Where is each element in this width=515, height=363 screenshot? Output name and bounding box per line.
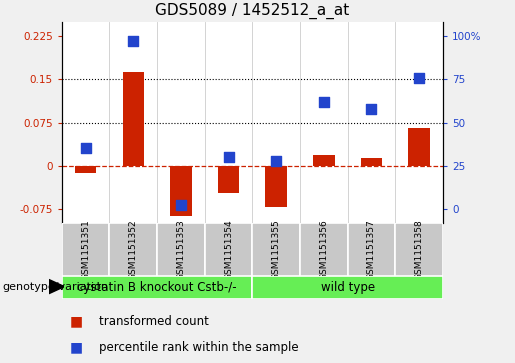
Text: GSM1151351: GSM1151351 — [81, 219, 90, 280]
Bar — [204, 223, 252, 276]
Bar — [313, 155, 335, 166]
Point — [272, 158, 280, 163]
Bar — [300, 223, 348, 276]
Bar — [408, 128, 430, 166]
Text: genotype/variation: genotype/variation — [3, 282, 109, 293]
Text: wild type: wild type — [320, 281, 375, 294]
Point — [177, 203, 185, 208]
Text: GSM1151352: GSM1151352 — [129, 219, 138, 280]
Point — [225, 154, 233, 160]
Text: ■: ■ — [70, 315, 83, 329]
Bar — [109, 223, 157, 276]
Bar — [157, 223, 204, 276]
Bar — [170, 166, 192, 216]
Bar — [348, 223, 395, 276]
Bar — [265, 166, 287, 207]
Bar — [62, 276, 252, 299]
Text: transformed count: transformed count — [99, 315, 209, 328]
Text: GSM1151354: GSM1151354 — [224, 219, 233, 280]
Point — [320, 99, 328, 105]
Bar — [395, 223, 443, 276]
Text: GSM1151353: GSM1151353 — [177, 219, 185, 280]
Text: ■: ■ — [70, 340, 83, 355]
Polygon shape — [49, 280, 64, 294]
Bar — [62, 223, 109, 276]
Text: percentile rank within the sample: percentile rank within the sample — [99, 341, 299, 354]
Point — [81, 146, 90, 151]
Bar — [252, 223, 300, 276]
Text: GSM1151356: GSM1151356 — [319, 219, 328, 280]
Text: GSM1151358: GSM1151358 — [415, 219, 423, 280]
Point — [367, 106, 375, 111]
Text: cystatin B knockout Cstb-/-: cystatin B knockout Cstb-/- — [77, 281, 237, 294]
Bar — [123, 72, 144, 166]
Point — [129, 38, 138, 44]
Bar — [218, 166, 239, 193]
Title: GDS5089 / 1452512_a_at: GDS5089 / 1452512_a_at — [155, 3, 350, 19]
Bar — [360, 158, 382, 166]
Bar — [252, 276, 443, 299]
Text: GSM1151355: GSM1151355 — [272, 219, 281, 280]
Bar — [75, 166, 96, 172]
Point — [415, 75, 423, 81]
Text: GSM1151357: GSM1151357 — [367, 219, 376, 280]
